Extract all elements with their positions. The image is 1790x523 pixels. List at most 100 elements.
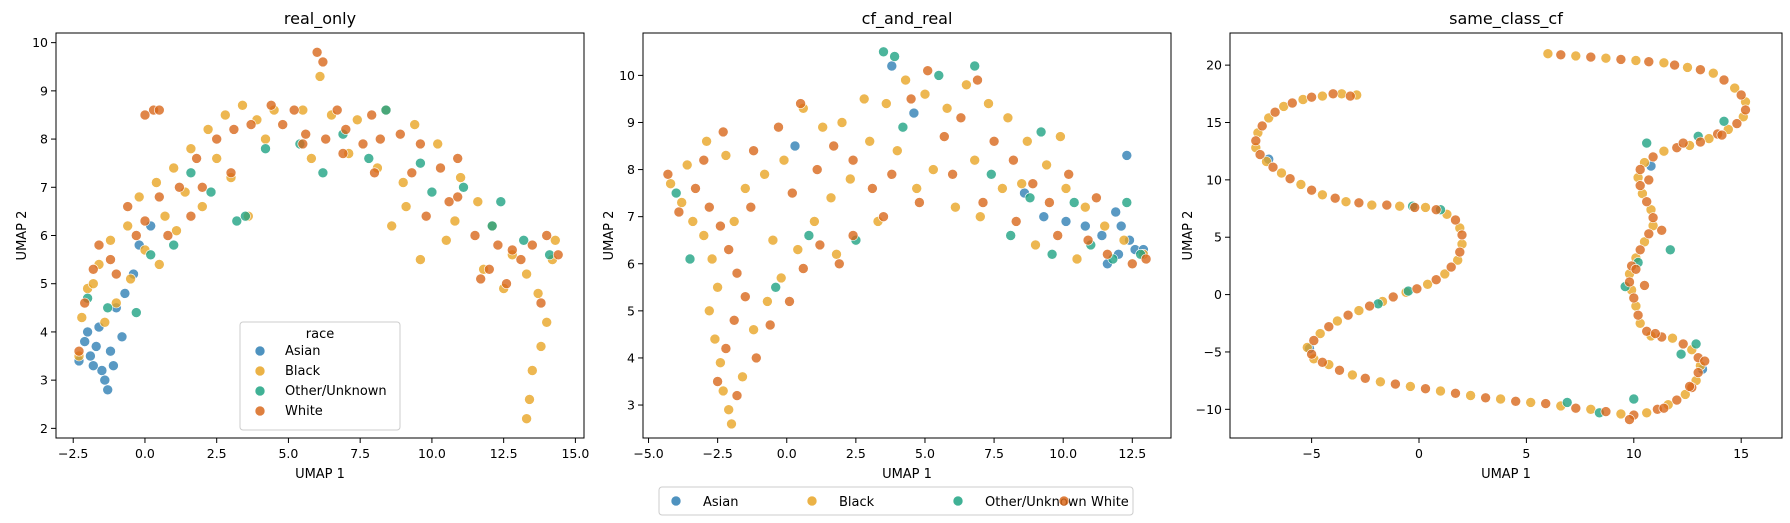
scatter-point: [125, 273, 136, 285]
scatter-point: [133, 191, 145, 203]
scatter-point: [900, 74, 911, 86]
scatter-point: [1624, 414, 1635, 425]
scatter-point: [119, 288, 131, 299]
scatter-point: [1731, 118, 1743, 129]
y-tick-label: 5: [627, 303, 635, 318]
x-axis-label: UMAP 1: [295, 467, 345, 482]
x-tick-label: 0: [1415, 446, 1423, 461]
scatter-point: [394, 128, 406, 140]
scatter-point: [552, 249, 564, 261]
scatter-point: [886, 169, 898, 180]
scatter-point: [99, 374, 111, 386]
scatter-point: [105, 254, 116, 265]
scatter-point: [795, 98, 806, 109]
scatter-point: [366, 109, 378, 121]
legend-label: Other/Unknown: [985, 495, 1087, 510]
scatter-point: [1030, 239, 1041, 251]
scatter-point: [864, 136, 876, 147]
scatter-point: [1735, 89, 1747, 101]
scatter-point: [1035, 126, 1047, 138]
scatter-point: [317, 167, 329, 179]
x-tick-label: −2.5: [702, 446, 732, 461]
scatter-point: [409, 119, 421, 130]
scatter-point: [1071, 253, 1083, 265]
scatter-point: [131, 230, 142, 241]
series-Black: [665, 74, 1149, 430]
scatter-point: [435, 162, 446, 174]
scatter-point: [415, 138, 426, 150]
scatter-point: [185, 167, 197, 179]
scatter-point: [1450, 387, 1461, 399]
scatter-point: [211, 153, 222, 164]
y-tick-label: −5: [1204, 344, 1222, 359]
scatter-point: [351, 114, 363, 126]
legend-label: Other/Unknown: [285, 384, 387, 399]
scatter-point: [99, 316, 111, 328]
scatter-point: [1650, 328, 1661, 339]
scatter-point: [159, 210, 171, 222]
scatter-point: [1411, 283, 1423, 295]
x-tick-label: 5.0: [915, 446, 935, 461]
scatter-point: [88, 360, 99, 372]
scatter-point: [1041, 159, 1052, 171]
x-tick-label: 15.0: [561, 446, 589, 461]
scatter-point: [847, 230, 859, 241]
scatter-point: [265, 100, 277, 111]
scatter-point: [1082, 234, 1094, 246]
scatter-point: [698, 154, 710, 166]
scatter-point: [90, 341, 102, 352]
scatter-point: [1353, 305, 1365, 316]
scatter-point: [947, 169, 958, 180]
scatter-point: [449, 215, 461, 227]
scatter-point: [762, 296, 773, 307]
scatter-point: [1256, 120, 1268, 132]
series-Asian: [789, 60, 1149, 270]
scatter-point: [1708, 67, 1719, 79]
scatter-point: [1630, 263, 1642, 275]
legend-marker: [254, 365, 266, 377]
scatter-point: [983, 98, 994, 109]
scatter-point: [1314, 328, 1326, 339]
scatter-point: [506, 244, 518, 256]
scatter-point: [228, 124, 240, 135]
scatter-point: [1420, 383, 1431, 395]
scatter-point: [145, 249, 156, 261]
scatter-point: [1329, 192, 1341, 204]
y-tick-label: 5: [1214, 230, 1222, 245]
scatter-point: [911, 183, 923, 194]
scatter-point: [549, 235, 561, 246]
y-tick-label: 4: [627, 350, 635, 365]
scatter-point: [1008, 154, 1019, 166]
scatter-point: [415, 254, 426, 265]
scatter-point: [400, 201, 412, 212]
scatter-point: [1269, 106, 1281, 118]
scatter-point: [374, 133, 386, 145]
legend-marker: [1058, 495, 1070, 507]
plot-frame: [642, 32, 1172, 439]
x-tick-label: 0.0: [777, 446, 797, 461]
x-tick-label: 10.0: [418, 446, 446, 461]
scatter-point: [1632, 309, 1644, 321]
scatter-point: [1422, 278, 1433, 290]
scatter-point: [878, 211, 889, 222]
scatter-point: [526, 365, 538, 376]
scatter-point: [770, 281, 782, 293]
y-tick-label: 7: [40, 180, 48, 195]
scatter-point: [452, 191, 464, 203]
scatter-point: [197, 182, 208, 193]
scatter-point: [105, 345, 116, 357]
scatter-point: [220, 109, 231, 121]
scatter-point: [73, 345, 85, 357]
scatter-point: [85, 350, 96, 362]
scatter-point: [1334, 364, 1345, 376]
scatter-point: [131, 307, 142, 318]
scatter-point: [786, 187, 798, 199]
scatter-point: [1667, 332, 1678, 344]
scatter-point: [703, 305, 715, 317]
scatter-point: [1060, 183, 1072, 194]
plot-frame: [1229, 32, 1783, 439]
scatter-point: [687, 216, 699, 227]
scatter-point: [1027, 178, 1039, 189]
scatter-point: [1600, 406, 1612, 417]
scatter-point: [116, 331, 128, 343]
